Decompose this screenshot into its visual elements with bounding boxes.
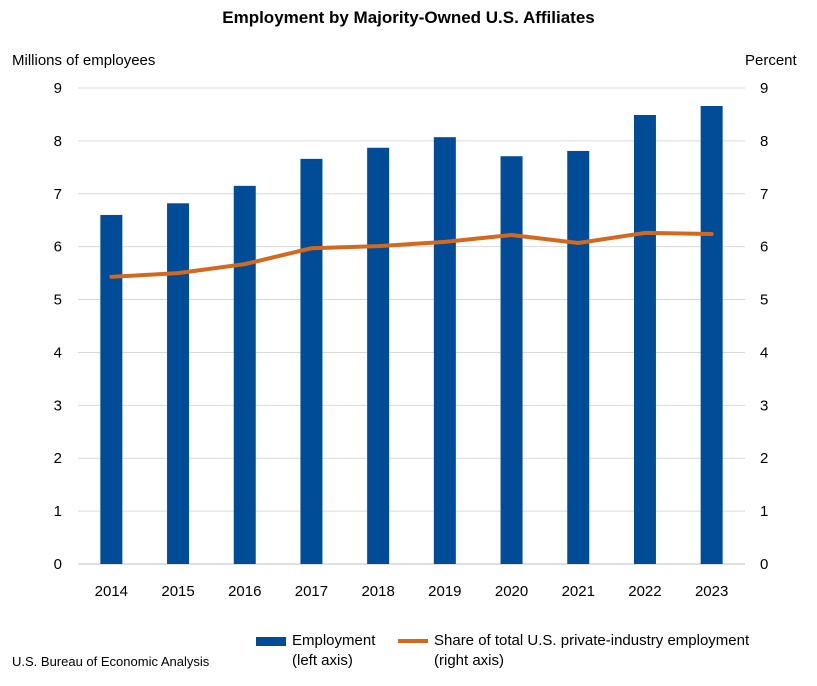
left-tick-label: 7: [54, 186, 62, 203]
right-tick-label: 8: [760, 133, 768, 150]
x-tick-label: 2015: [161, 583, 194, 600]
right-tick-label: 9: [760, 80, 768, 97]
bar-2022: [633, 114, 656, 565]
legend-label: Employment: [292, 632, 376, 649]
source-note: U.S. Bureau of Economic Analysis: [12, 654, 210, 669]
left-tick-label: 5: [54, 292, 62, 309]
x-tick-label: 2020: [495, 583, 528, 600]
legend-sublabel: (right axis): [434, 652, 505, 669]
left-tick-label: 6: [54, 239, 62, 256]
left-tick-label: 1: [54, 503, 62, 520]
bar-2014: [100, 214, 123, 564]
bar-2018: [367, 147, 390, 564]
x-tick-label: 2014: [95, 583, 128, 600]
legend-item-employment: Employment (left axis): [256, 631, 375, 671]
right-tick-label: 5: [760, 292, 768, 309]
legend-swatch-line: [398, 639, 428, 644]
x-tick-label: 2023: [695, 583, 728, 600]
x-tick-label: 2022: [628, 583, 661, 600]
x-tick-label: 2016: [228, 583, 261, 600]
right-tick-label: 4: [760, 344, 768, 361]
bar-2015: [167, 203, 190, 564]
right-tick-label: 1: [760, 503, 768, 520]
right-tick-label: 7: [760, 186, 768, 203]
x-tick-label: 2019: [428, 583, 461, 600]
left-axis-label: Millions of employees: [12, 52, 156, 69]
legend-label: Share of total U.S. private-industry emp…: [434, 632, 750, 649]
share-line: [109, 230, 714, 279]
bar-2021: [567, 150, 590, 564]
left-tick-label: 2: [54, 450, 62, 467]
bar-2016: [233, 185, 256, 564]
x-tick-label: 2018: [361, 583, 394, 600]
bar-2023: [700, 105, 723, 564]
left-tick-label: 3: [54, 397, 62, 414]
left-tick-label: 4: [54, 344, 62, 361]
bar-2020: [500, 156, 523, 564]
chart-title: Employment by Majority-Owned U.S. Affili…: [222, 8, 595, 27]
bar-2017: [300, 158, 323, 565]
right-tick-label: 3: [760, 397, 768, 414]
x-tick-label: 2017: [295, 583, 328, 600]
left-tick-label: 0: [54, 556, 62, 573]
left-tick-label: 8: [54, 133, 62, 150]
legend-sublabel: (left axis): [292, 652, 353, 669]
right-tick-label: 0: [760, 556, 768, 573]
right-tick-label: 6: [760, 239, 768, 256]
legend-item-share: Share of total U.S. private-industry emp…: [398, 631, 749, 671]
x-tick-label: 2021: [562, 583, 595, 600]
bar-2019: [433, 137, 456, 565]
right-tick-label: 2: [760, 450, 768, 467]
legend-swatch-bar: [256, 636, 286, 646]
left-tick-label: 9: [54, 80, 62, 97]
right-axis-label: Percent: [745, 52, 797, 69]
